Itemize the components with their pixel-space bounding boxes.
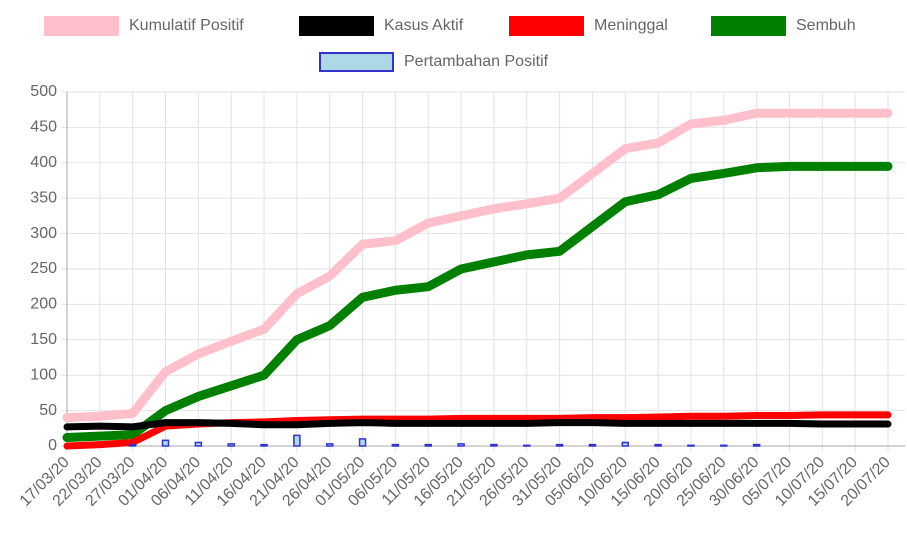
bar (523, 444, 531, 447)
bar (128, 443, 137, 447)
bar (687, 444, 695, 447)
y-tick-label: 300 (30, 225, 57, 242)
bar (227, 443, 235, 447)
legend-label: Meninggal (594, 17, 668, 34)
bar (720, 444, 728, 447)
y-tick-label: 250 (30, 260, 57, 277)
bar (654, 443, 662, 447)
bar (490, 443, 498, 447)
bar (293, 434, 301, 447)
y-tick-label: 500 (30, 83, 57, 100)
y-tick-label: 0 (48, 437, 57, 454)
bar (391, 443, 400, 447)
series-line (62, 161, 893, 443)
y-tick-label: 100 (30, 366, 57, 383)
bar (752, 443, 761, 447)
y-tick-label: 400 (30, 154, 57, 171)
legend-swatch (509, 16, 584, 36)
legend-label: Kasus Aktif (384, 17, 464, 34)
legend-label: Kumulatif Positif (129, 17, 244, 34)
legend-swatch (319, 52, 394, 72)
bar (260, 443, 268, 447)
bar (555, 443, 564, 447)
y-tick-label: 450 (30, 119, 57, 136)
legend-label: Sembuh (796, 17, 856, 34)
legend-swatch (299, 16, 374, 36)
bar (621, 441, 630, 447)
y-tick-label: 200 (30, 296, 57, 313)
legend-swatch (44, 16, 119, 36)
series-line (62, 108, 893, 423)
legend-swatch (711, 16, 786, 36)
bar (194, 441, 203, 447)
bar (325, 443, 334, 447)
y-tick-label: 50 (39, 402, 57, 419)
bar (588, 443, 597, 447)
series-line (63, 419, 892, 431)
y-tick-label: 150 (30, 331, 57, 348)
bar (457, 443, 465, 447)
y-tick-label: 350 (30, 189, 57, 206)
bar (161, 439, 170, 447)
legend-label: Pertambahan Positif (404, 53, 549, 70)
bar (424, 443, 432, 447)
bar (358, 438, 367, 447)
